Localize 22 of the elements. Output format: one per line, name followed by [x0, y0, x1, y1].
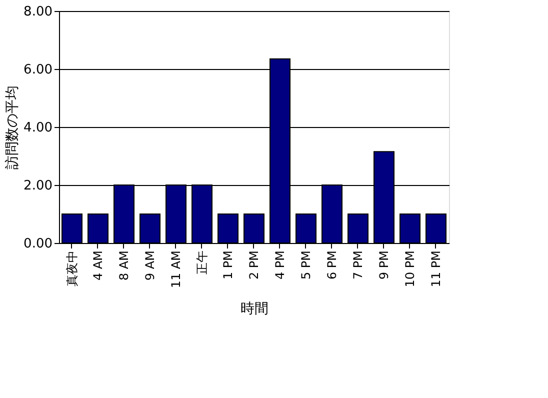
x-tick-label: 6 PM	[325, 250, 339, 280]
x-tick-label: 9 AM	[143, 250, 157, 281]
y-tick-label: 2.00	[24, 178, 52, 194]
y-tick-label: 4.00	[24, 120, 52, 136]
x-tick-label: 5 PM	[299, 250, 313, 280]
y-tick-label: 6.00	[24, 62, 52, 78]
x-tick-label: 正午	[195, 250, 209, 274]
x-tick-label: 9 PM	[377, 250, 391, 280]
y-tick-label: 0.00	[24, 236, 52, 252]
x-tick-label: 4 AM	[91, 250, 105, 281]
x-tick-label: 4 PM	[273, 250, 287, 280]
x-tick-label: 7 PM	[351, 250, 365, 280]
x-tick-label: 1 PM	[221, 250, 235, 280]
x-tick-label: 8 AM	[117, 250, 131, 281]
x-tick-label: 真夜中	[65, 250, 79, 286]
y-axis-title: 訪問数の平均	[4, 86, 21, 170]
y-tick-label: 8.00	[24, 4, 52, 20]
x-tick-label: 11 AM	[169, 250, 183, 288]
x-tick-label: 11 PM	[429, 250, 443, 288]
x-tick-label: 10 PM	[403, 250, 417, 288]
x-tick-label: 2 PM	[247, 250, 261, 280]
x-axis-title: 時間	[240, 301, 268, 318]
